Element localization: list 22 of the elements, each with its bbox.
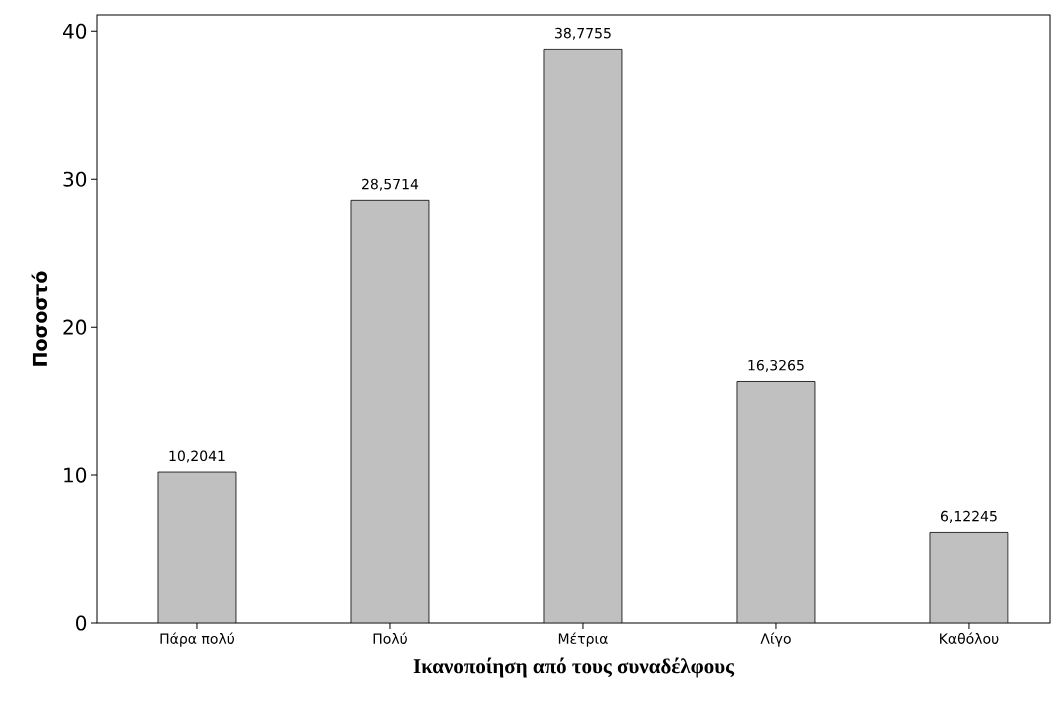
x-tick-label: Μέτρια: [558, 632, 608, 647]
x-axis-title: Ικανοποίηση από τους συναδέλφους: [413, 657, 735, 678]
y-axis-title: Ποσοστό: [31, 271, 48, 366]
data-label: 28,5714: [362, 178, 419, 191]
y-tick-label: 40: [62, 23, 87, 39]
bar: [543, 48, 623, 623]
x-tick-label: Πολύ: [373, 632, 407, 644]
data-label: 38,7755: [555, 27, 611, 40]
x-tick-label: Πάρα πολύ: [160, 632, 235, 647]
bar: [157, 471, 237, 623]
y-tick-label: 0: [76, 615, 87, 631]
y-tick-label: 20: [63, 319, 87, 335]
data-label: 16,3265: [748, 359, 804, 372]
data-label: 10,2041: [169, 450, 225, 463]
y-tick-label: 30: [63, 171, 87, 187]
bar: [736, 381, 816, 623]
bar: [350, 199, 430, 623]
data-label: 6,12245: [940, 510, 997, 523]
x-tick-label: Λίγο: [760, 632, 791, 647]
x-tick-label: Καθόλου: [940, 632, 999, 644]
y-tick-label: 10: [64, 467, 87, 483]
bar: [929, 532, 1009, 623]
